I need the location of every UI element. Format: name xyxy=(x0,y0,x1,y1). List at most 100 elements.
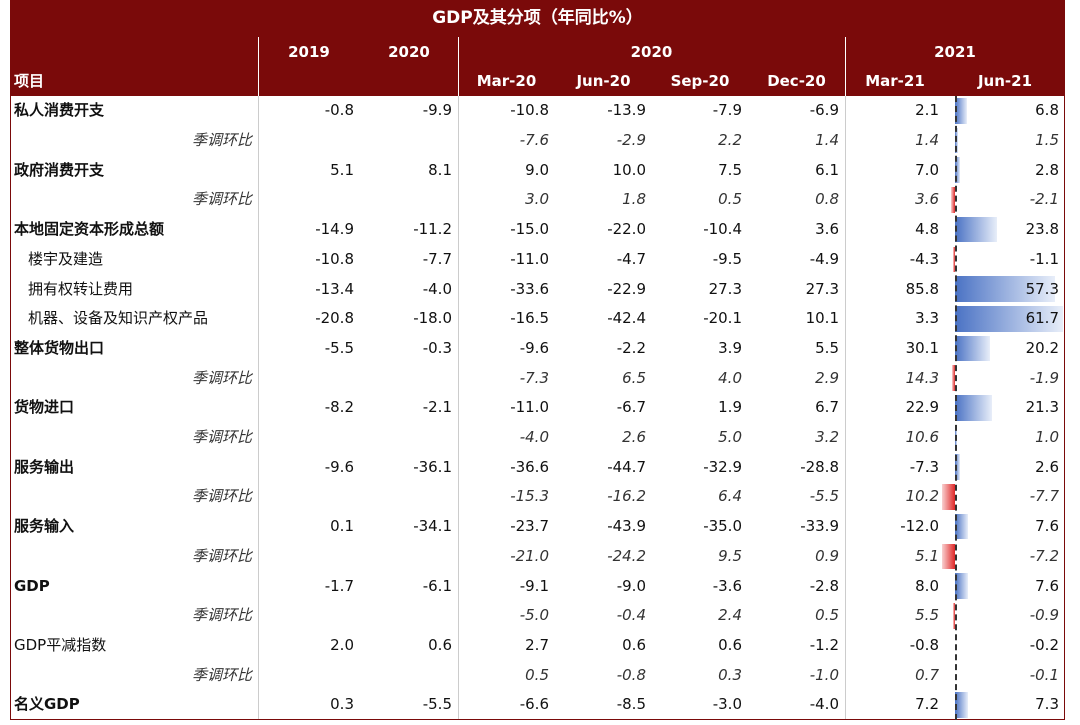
cell: -5.5 xyxy=(809,487,839,506)
cell: -36.6 xyxy=(510,457,549,476)
cell: 8.0 xyxy=(915,576,939,595)
cell: -44.7 xyxy=(607,457,646,476)
cell: 61.7 xyxy=(1025,309,1059,328)
row-label: 货物进口 xyxy=(14,398,75,417)
cell: -1.9 xyxy=(1029,368,1059,387)
cell: -4.0 xyxy=(809,695,839,714)
cell: 0.7 xyxy=(915,665,939,684)
column-divider xyxy=(845,96,846,720)
row-label: 季调环比 xyxy=(191,487,252,506)
data-bar xyxy=(951,365,955,391)
cell: -2.1 xyxy=(1029,190,1059,209)
column-divider xyxy=(258,96,259,720)
cell: -0.8 xyxy=(909,635,939,654)
year-label: 2019 xyxy=(288,42,330,61)
cell: -9.6 xyxy=(324,457,354,476)
column-divider xyxy=(458,96,459,720)
cell: 2.6 xyxy=(1035,457,1059,476)
cell: 23.8 xyxy=(1025,220,1059,239)
cell: 3.6 xyxy=(915,190,939,209)
cell: 0.6 xyxy=(622,635,646,654)
cell: -0.4 xyxy=(616,606,646,625)
cell: -2.8 xyxy=(809,576,839,595)
cell: 30.1 xyxy=(905,338,939,357)
data-bar xyxy=(955,513,969,540)
data-bar xyxy=(955,157,960,184)
cell: 2.8 xyxy=(1035,160,1059,179)
cell: 6.1 xyxy=(815,160,839,179)
cell: -28.8 xyxy=(800,457,839,476)
cell: -4.9 xyxy=(809,249,839,268)
cell: -34.1 xyxy=(413,517,452,536)
cell: -1.0 xyxy=(809,665,839,684)
cell: 21.3 xyxy=(1025,398,1059,417)
data-bar xyxy=(955,692,968,718)
cell: 1.8 xyxy=(622,190,646,209)
cell: -4.0 xyxy=(519,428,549,447)
cell: -0.3 xyxy=(422,338,452,357)
period-label: Mar-21 xyxy=(865,72,925,90)
cell: -14.9 xyxy=(315,220,354,239)
cell: -9.5 xyxy=(712,249,742,268)
data-bar xyxy=(955,216,997,243)
cell: -4.7 xyxy=(616,249,646,268)
period-label: Jun-21 xyxy=(977,72,1033,90)
cell: -21.0 xyxy=(510,546,549,565)
cell: -8.2 xyxy=(324,398,354,417)
header-divider xyxy=(458,37,459,96)
cell: -6.7 xyxy=(616,398,646,417)
data-bar xyxy=(953,602,955,629)
row-label: 本地固定资本形成总额 xyxy=(14,220,165,239)
cell: -0.9 xyxy=(1029,606,1059,625)
row-label: 私人消费开支 xyxy=(14,101,105,120)
cell: -7.2 xyxy=(1029,546,1059,565)
row-label: 服务输入 xyxy=(14,517,75,536)
cell: -33.9 xyxy=(800,517,839,536)
cell: 1.9 xyxy=(718,398,742,417)
cell: 7.5 xyxy=(718,160,742,179)
row-label: 季调环比 xyxy=(191,428,252,447)
row-label: 政府消费开支 xyxy=(14,160,105,179)
cell: 5.0 xyxy=(718,428,742,447)
cell: -35.0 xyxy=(703,517,742,536)
row-label: 服务输出 xyxy=(14,457,75,476)
cell: -7.3 xyxy=(909,457,939,476)
cell: 10.2 xyxy=(905,487,939,506)
cell: -15.0 xyxy=(510,220,549,239)
cell: 7.6 xyxy=(1035,576,1059,595)
data-bar xyxy=(951,187,955,213)
cell: -13.4 xyxy=(315,279,354,298)
cell: 5.5 xyxy=(815,338,839,357)
data-bar xyxy=(955,395,993,421)
cell: -7.3 xyxy=(519,368,549,387)
cell: 2.4 xyxy=(718,606,742,625)
cell: 0.6 xyxy=(718,635,742,654)
cell: 3.0 xyxy=(525,190,549,209)
cell: -6.1 xyxy=(422,576,452,595)
data-bar xyxy=(955,573,969,599)
cell: -5.5 xyxy=(422,695,452,714)
cell: 7.2 xyxy=(915,695,939,714)
cell: -6.9 xyxy=(809,101,839,120)
cell: -33.6 xyxy=(510,279,549,298)
bar-axis xyxy=(955,96,957,720)
cell: -8.5 xyxy=(616,695,646,714)
cell: 9.0 xyxy=(525,160,549,179)
cell: 7.6 xyxy=(1035,517,1059,536)
row-label: 整体货物出口 xyxy=(14,338,105,357)
period-label: Sep-20 xyxy=(670,72,730,90)
cell: -5.0 xyxy=(519,606,549,625)
year-label: 2020 xyxy=(388,42,430,61)
cell: -10.8 xyxy=(315,249,354,268)
cell: -2.9 xyxy=(616,131,646,150)
cell: 27.3 xyxy=(708,279,742,298)
cell: -2.2 xyxy=(616,338,646,357)
row-label: 楼宇及建造 xyxy=(28,249,104,268)
row-label: 季调环比 xyxy=(191,190,252,209)
cell: 85.8 xyxy=(905,279,939,298)
cell: -24.2 xyxy=(607,546,646,565)
cell: 2.9 xyxy=(815,368,839,387)
header-divider xyxy=(845,37,846,96)
cell: 22.9 xyxy=(905,398,939,417)
